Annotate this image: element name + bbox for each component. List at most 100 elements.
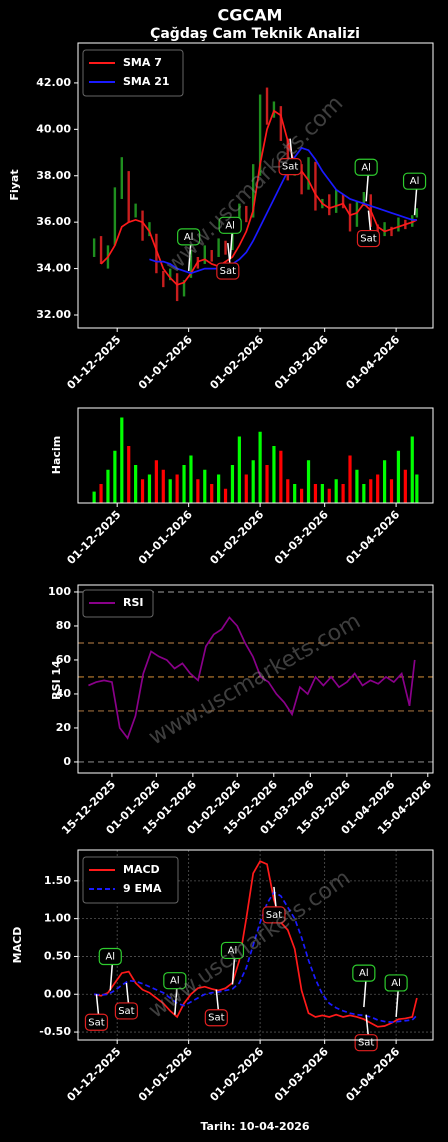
x-tick-label: 01-04-2026 xyxy=(343,1045,402,1104)
annotation-label: Sat xyxy=(118,1006,134,1017)
annotation-arrow xyxy=(174,988,178,1015)
y-tick-label: 40 xyxy=(56,687,72,700)
candle xyxy=(169,268,172,281)
candle xyxy=(155,233,158,274)
bar xyxy=(265,465,269,503)
x-tick-label: 01-12-2025 xyxy=(64,508,123,567)
x-tick-label: 01-12-2025 xyxy=(64,333,123,392)
candle xyxy=(279,106,283,141)
annotation-arrow xyxy=(395,990,399,1017)
x-tick-label: 01-02-2026 xyxy=(207,508,266,567)
bar xyxy=(272,446,276,503)
candle xyxy=(348,203,352,232)
candle xyxy=(175,273,179,302)
annotation-box xyxy=(220,941,245,960)
x-tick-label: 01-04-2026 xyxy=(343,508,402,567)
bar xyxy=(348,455,352,503)
bar xyxy=(258,431,262,503)
annotation-label: Al xyxy=(228,945,238,956)
y-tick-label: 80 xyxy=(56,619,72,632)
plot-frame xyxy=(77,584,434,774)
chart-subtitle: Çağdaş Cam Teknik Analizi xyxy=(150,26,360,42)
candle xyxy=(258,94,262,176)
annotation-box xyxy=(384,974,408,992)
bar xyxy=(203,469,207,503)
bar xyxy=(313,484,318,503)
candle xyxy=(300,164,303,195)
candle xyxy=(251,164,255,218)
y-tick-label: 38.00 xyxy=(36,169,71,182)
plot-area xyxy=(78,408,433,503)
annotation-box xyxy=(114,1002,139,1020)
x-tick-label: 01-01-2026 xyxy=(136,333,195,392)
legend-box xyxy=(82,856,179,904)
x-tick-label: 01-01-2026 xyxy=(136,1045,195,1104)
annotation-label: Al xyxy=(359,968,369,979)
x-tick-label: 01-03-2026 xyxy=(272,1045,331,1104)
annotation-arrow xyxy=(95,994,100,1015)
bar xyxy=(362,484,366,503)
annotation-arrow xyxy=(363,981,367,1008)
legend-label: MACD xyxy=(123,863,160,876)
annotation-arrow xyxy=(109,964,114,991)
annotation-box xyxy=(163,972,187,990)
bar xyxy=(410,436,414,503)
bar xyxy=(382,460,387,503)
series-line xyxy=(149,146,417,275)
candle xyxy=(224,240,227,255)
bar xyxy=(279,450,283,503)
plot-frame xyxy=(77,42,434,329)
y-axis-label: MACD xyxy=(11,927,24,964)
annotation-arrow xyxy=(187,244,192,271)
y-tick-label: 0 xyxy=(63,755,71,768)
bar xyxy=(327,488,331,503)
y-tick-label: 32.00 xyxy=(36,308,71,321)
bar xyxy=(403,469,407,503)
candle xyxy=(92,238,96,257)
annotation-arrow xyxy=(367,210,372,231)
bar xyxy=(223,488,228,503)
legend-label: RSI xyxy=(123,596,144,609)
candle xyxy=(120,157,123,199)
candle xyxy=(217,238,220,257)
bar xyxy=(286,479,290,503)
bar xyxy=(182,465,186,503)
bar xyxy=(369,479,373,503)
annotation-box xyxy=(354,158,378,176)
candle xyxy=(307,157,310,190)
bar xyxy=(99,484,103,503)
candle xyxy=(411,215,414,227)
annotation-box xyxy=(354,1034,378,1052)
candle xyxy=(182,280,186,297)
annotation-label: Al xyxy=(391,978,401,989)
annotation-label: Sat xyxy=(282,162,298,173)
bar xyxy=(396,450,401,503)
y-axis-label: Hacim xyxy=(50,436,63,474)
candle xyxy=(390,226,393,237)
annotation-box xyxy=(402,172,427,190)
annotation-box xyxy=(218,216,242,234)
annotation-label: Al xyxy=(361,162,371,173)
bar xyxy=(134,465,138,503)
candle xyxy=(210,250,213,262)
y-tick-label: 42.00 xyxy=(36,76,71,89)
bar xyxy=(217,474,221,503)
annotation-label: Al xyxy=(184,232,194,243)
annotation-box xyxy=(352,964,376,982)
x-tick-label: 01-12-2025 xyxy=(64,1045,123,1104)
candle xyxy=(134,203,137,218)
legend-box xyxy=(82,49,184,97)
candle xyxy=(245,205,248,223)
annotation-box xyxy=(84,1013,109,1031)
series-line xyxy=(94,891,418,1024)
annotation-label: Al xyxy=(225,220,235,231)
bar xyxy=(334,479,338,503)
y-tick-label: 1.00 xyxy=(44,912,71,925)
candle xyxy=(355,201,359,227)
plot-frame xyxy=(77,407,434,504)
x-tick-label: 01-03-2026 xyxy=(272,508,331,567)
candle xyxy=(265,87,269,125)
annotation-box xyxy=(177,228,201,246)
legend-label: 9 EMA xyxy=(123,882,162,895)
annotation-arrow xyxy=(227,242,231,264)
